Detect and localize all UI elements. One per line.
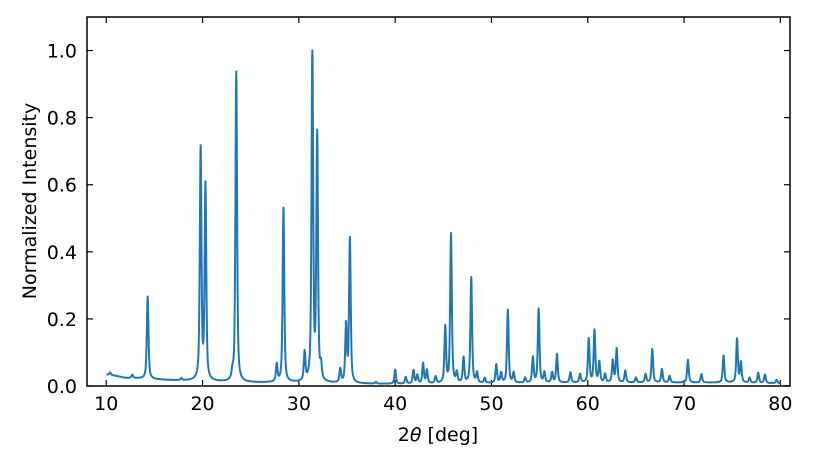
y-tick-label: 0.6 xyxy=(47,175,77,197)
y-tick-label: 0.4 xyxy=(47,242,77,264)
x-axis-label-symbol: θ xyxy=(410,424,422,446)
x-tick-label: 20 xyxy=(190,393,214,415)
x-tick-label: 40 xyxy=(383,393,407,415)
x-tick-label: 80 xyxy=(768,393,792,415)
x-tick-label: 60 xyxy=(576,393,600,415)
y-tick-label: 0.2 xyxy=(47,309,77,331)
x-tick-label: 30 xyxy=(287,393,311,415)
x-axis-label-prefix: 2 xyxy=(398,424,410,446)
y-axis-label: Normalized Intensity xyxy=(19,103,41,300)
x-tick-label: 50 xyxy=(479,393,503,415)
plot-frame xyxy=(86,16,791,387)
series-line xyxy=(105,49,782,385)
x-axis-label-suffix: [deg] xyxy=(422,424,479,446)
series-group xyxy=(105,49,782,385)
y-tick-label: 0.8 xyxy=(47,108,77,130)
axis-ticks: 10 20 30 40 50 60 70 80 0.0 0.2 0.4 0.6 0.8 1.0 xyxy=(47,17,792,415)
y-tick-label: 1.0 xyxy=(47,41,77,63)
y-tick-label: 0.0 xyxy=(47,376,77,398)
x-tick-label: 70 xyxy=(672,393,696,415)
x-axis-label: 2θ [deg] xyxy=(398,424,478,446)
x-tick-label: 10 xyxy=(94,393,118,415)
